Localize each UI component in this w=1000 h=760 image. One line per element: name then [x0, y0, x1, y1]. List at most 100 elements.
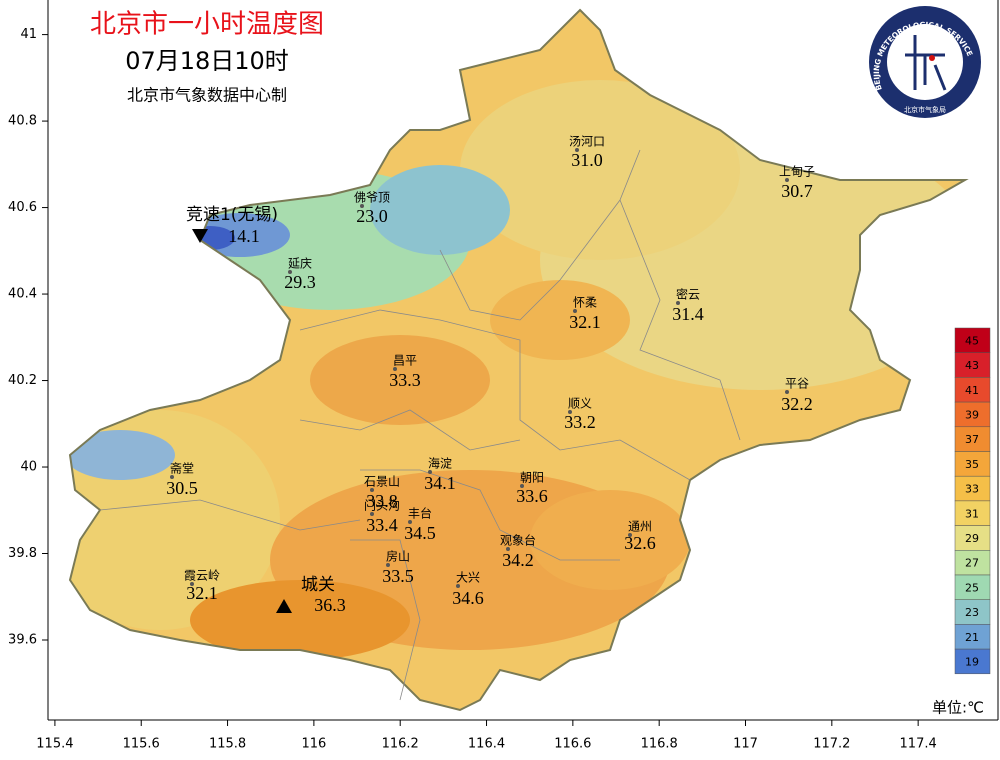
- legend-label: 31: [965, 507, 979, 520]
- source: 北京市气象数据中心制: [127, 86, 287, 105]
- time: 07月18日10时: [125, 47, 289, 75]
- station-name: 丰台: [408, 506, 432, 521]
- station-value: 32.6: [624, 533, 656, 553]
- station-value: 14.1: [228, 226, 260, 246]
- station-value: 33.5: [382, 566, 414, 586]
- station-name: 大兴: [456, 571, 480, 585]
- station-name: 佛爷顶: [354, 191, 390, 205]
- station-value: 30.7: [781, 181, 813, 201]
- station-dot: [170, 475, 174, 479]
- station-marker: [192, 229, 208, 243]
- station-name: 怀柔: [573, 296, 597, 310]
- lon-tick-label: 117.4: [900, 737, 937, 752]
- station-name: 观象台: [500, 533, 536, 548]
- lat-tick-label: 40.8: [8, 114, 37, 129]
- station-name: 顺义: [568, 397, 592, 411]
- station-name: 朝阳: [520, 471, 544, 485]
- station-value: 23.0: [356, 206, 388, 226]
- legend-swatch: [954, 352, 991, 378]
- lat-tick-label: 40.4: [8, 287, 37, 302]
- station-value: 31.0: [571, 150, 603, 170]
- lat-tick-label: 41: [20, 27, 37, 42]
- station-value: 33.4: [366, 515, 398, 535]
- legend-swatch: [954, 500, 991, 526]
- legend-swatch: [954, 475, 991, 502]
- legend-swatch: [954, 525, 991, 551]
- station-name: 石景山: [364, 475, 400, 489]
- legend-label: 33: [965, 483, 979, 496]
- station-value: 29.3: [284, 272, 316, 292]
- legend-label: 25: [965, 581, 979, 594]
- station-name: 密云: [676, 287, 700, 302]
- legend-label: 19: [965, 655, 979, 668]
- station-value: 36.3: [314, 595, 346, 615]
- lon-tick-label: 116: [301, 737, 326, 752]
- station-dot: [360, 204, 364, 208]
- station-value: 33.6: [516, 486, 548, 506]
- station-value: 31.4: [672, 304, 704, 324]
- lon-tick-label: 116.2: [382, 737, 419, 752]
- station-value: 33.8: [366, 491, 398, 511]
- station-dot: [456, 584, 460, 588]
- station-value: 34.5: [404, 523, 436, 543]
- logo: BEIJING METEOROLOGICAL SERVICE 北京市气象局: [869, 6, 981, 118]
- legend-label: 29: [965, 532, 979, 545]
- station-marker: [276, 599, 292, 613]
- lat-tick-label: 39.8: [8, 546, 37, 561]
- station-name: 通州: [628, 520, 652, 534]
- station-value: 33.2: [564, 412, 596, 432]
- station-value: 34.6: [452, 588, 484, 608]
- station-dot: [573, 309, 577, 313]
- station-dot: [676, 301, 680, 305]
- station-name: 汤河口: [569, 135, 605, 149]
- station-value: 32.2: [781, 394, 813, 414]
- legend-swatch: [954, 550, 991, 576]
- station-dot: [520, 484, 524, 488]
- lon-tick-label: 115.4: [36, 737, 73, 752]
- station-dot: [506, 547, 510, 551]
- lon-tick-label: 117.2: [813, 737, 850, 752]
- legend-swatch: [954, 401, 991, 428]
- lon-tick-label: 115.6: [123, 737, 160, 752]
- station-value: 34.1: [424, 473, 456, 493]
- lat-tick-label: 40.6: [8, 200, 37, 215]
- station-dot: [428, 470, 432, 474]
- legend-label: 27: [965, 557, 979, 570]
- logo-name: 北京市气象局: [904, 105, 946, 114]
- lat-tick-label: 40.2: [8, 373, 37, 388]
- station-dot: [386, 563, 390, 567]
- station-value: 32.1: [186, 583, 218, 603]
- station-name: 海淀: [428, 456, 452, 471]
- lon-tick-label: 116.4: [468, 737, 505, 752]
- legend-label: 45: [965, 334, 979, 347]
- legend-label: 43: [965, 359, 979, 372]
- station-name: 竞速1(无锡): [186, 205, 278, 225]
- legend-label: 41: [965, 384, 979, 397]
- legend-label: 37: [965, 433, 979, 446]
- lon-tick-label: 117: [733, 737, 758, 752]
- station-name: 斋堂: [170, 461, 194, 476]
- station-dot: [785, 178, 789, 182]
- legend-swatch: [954, 426, 991, 452]
- lat-tick-label: 40: [20, 460, 37, 475]
- station-dot: [575, 148, 579, 152]
- legend-swatch: [954, 377, 991, 403]
- lat-tick-label: 39.6: [8, 633, 37, 648]
- legend-label: 23: [965, 606, 979, 619]
- station-value: 30.5: [166, 478, 198, 498]
- title: 北京市一小时温度图: [90, 10, 324, 40]
- station-dot: [785, 390, 789, 394]
- station-name: 门头沟: [364, 498, 400, 513]
- station-dot: [408, 520, 412, 524]
- legend-swatch: [954, 624, 991, 650]
- station-dot: [393, 367, 397, 371]
- station-value: 32.1: [569, 312, 601, 332]
- station-name: 上甸子: [779, 165, 815, 179]
- district-lines: [99, 149, 741, 701]
- station-name: 霞云岭: [184, 569, 220, 583]
- station-dot: [628, 533, 632, 537]
- legend-swatch: [954, 574, 991, 600]
- legend-swatch: [954, 599, 991, 625]
